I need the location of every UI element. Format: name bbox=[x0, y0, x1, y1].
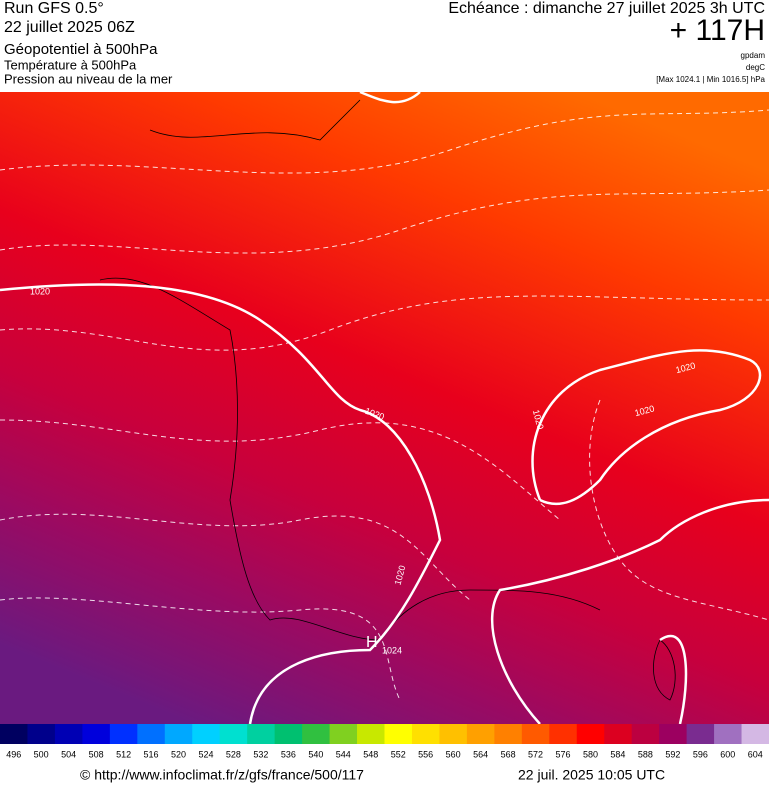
scale-label: 536 bbox=[281, 749, 296, 759]
color-swatch bbox=[54, 724, 83, 744]
scale-label: 580 bbox=[583, 749, 598, 759]
scale-label: 524 bbox=[198, 749, 213, 759]
scale-label: 496 bbox=[6, 749, 21, 759]
color-swatch bbox=[439, 724, 468, 744]
scale-label: 528 bbox=[226, 749, 241, 759]
color-swatch bbox=[219, 724, 248, 744]
isobars bbox=[0, 90, 769, 725]
lead-time: + 117H bbox=[670, 14, 765, 47]
color-swatch bbox=[192, 724, 221, 744]
scale-label: 552 bbox=[391, 749, 406, 759]
temperature-field bbox=[0, 92, 769, 724]
color-swatch bbox=[631, 724, 660, 744]
color-swatch bbox=[521, 724, 550, 744]
coastlines bbox=[99, 99, 676, 701]
scale-label: 540 bbox=[308, 749, 323, 759]
scale-label: 516 bbox=[144, 749, 159, 759]
scale-label: 508 bbox=[89, 749, 104, 759]
color-swatch bbox=[466, 724, 495, 744]
color-swatch bbox=[302, 724, 331, 744]
color-swatch bbox=[411, 724, 440, 744]
high-value: 1024 bbox=[382, 645, 402, 655]
high-letter: H bbox=[366, 634, 378, 651]
scale-label: 504 bbox=[61, 749, 76, 759]
color-swatch bbox=[164, 724, 193, 744]
color-swatch bbox=[494, 724, 523, 744]
scale-label: 592 bbox=[665, 749, 680, 759]
scale-label: 544 bbox=[336, 749, 351, 759]
contour-label: 1020 bbox=[30, 286, 50, 296]
color-swatch bbox=[576, 724, 605, 744]
scale-label: 604 bbox=[748, 749, 763, 759]
color-swatch bbox=[659, 724, 688, 744]
scale-label: 548 bbox=[363, 749, 378, 759]
field: Température à 500hPa bbox=[4, 57, 137, 72]
scale-label: 584 bbox=[610, 749, 625, 759]
color-swatch bbox=[0, 724, 28, 744]
scale-label: 564 bbox=[473, 749, 488, 759]
unit: degC bbox=[746, 63, 765, 72]
color-swatch bbox=[686, 724, 715, 744]
scale-label: 600 bbox=[720, 749, 735, 759]
color-swatch bbox=[27, 724, 56, 744]
valid-time: Echéance : dimanche 27 juillet 2025 3h U… bbox=[448, 0, 765, 17]
field: Géopotentiel à 500hPa bbox=[4, 41, 158, 58]
color-swatch bbox=[384, 724, 413, 744]
scale-label: 500 bbox=[34, 749, 49, 759]
scale-label: 520 bbox=[171, 749, 186, 759]
field: Pression au niveau de la mer bbox=[4, 71, 173, 86]
color-swatch bbox=[357, 724, 385, 744]
run: Run GFS 0.5° bbox=[4, 0, 104, 17]
scale-label: 560 bbox=[446, 749, 461, 759]
color-scale: 496 500 504 508 512 516 520 524 528 532 536 540 544 5… bbox=[0, 724, 769, 759]
unit: [Max 1024.1 | Min 1016.5] hPa bbox=[656, 75, 765, 84]
color-swatch bbox=[109, 724, 138, 744]
scale-label: 596 bbox=[693, 749, 708, 759]
color-swatch bbox=[137, 724, 166, 744]
color-swatch bbox=[549, 724, 578, 744]
color-swatch bbox=[82, 724, 111, 744]
color-swatch bbox=[604, 724, 633, 744]
geopotential-contours bbox=[0, 109, 769, 701]
color-swatch bbox=[714, 724, 743, 744]
scale-label: 532 bbox=[253, 749, 268, 759]
scale-label: 572 bbox=[528, 749, 543, 759]
scale-label: 588 bbox=[638, 749, 653, 759]
scale-label: 556 bbox=[418, 749, 433, 759]
color-swatch bbox=[247, 724, 276, 744]
generated: 22 juil. 2025 10:05 UTC bbox=[518, 767, 665, 783]
scale-label: 568 bbox=[501, 749, 516, 759]
run-date: 22 juillet 2025 06Z bbox=[4, 19, 135, 36]
color-swatch bbox=[274, 724, 303, 744]
source: © http://www.infoclimat.fr/z/gfs/france/… bbox=[80, 767, 364, 783]
color-swatch bbox=[329, 724, 358, 744]
color-swatch bbox=[741, 724, 769, 744]
scale-label: 576 bbox=[556, 749, 571, 759]
scale-label: 512 bbox=[116, 749, 131, 759]
unit: gpdam bbox=[741, 51, 766, 60]
